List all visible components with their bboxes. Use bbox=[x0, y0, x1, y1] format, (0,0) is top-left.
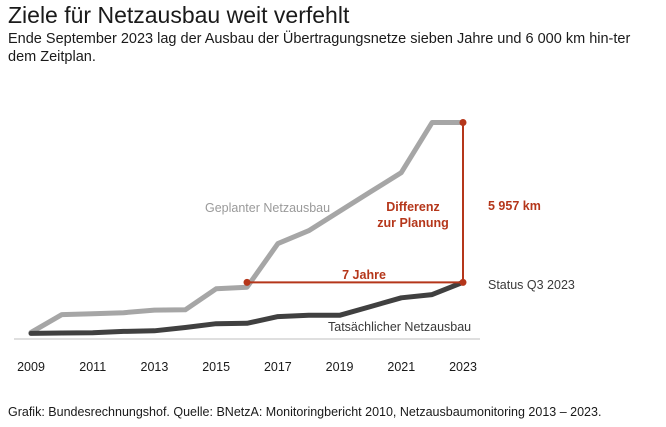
annotation-layer bbox=[243, 119, 467, 286]
series-label-actual: Tatsächlicher Netzausbau bbox=[328, 320, 471, 334]
x-tick-label-2023: 2023 bbox=[449, 360, 477, 374]
x-tick-label-2021: 2021 bbox=[387, 360, 415, 374]
axis-layer: 2009 2011 2013 2015 2017 2019 2021 2023 bbox=[14, 338, 480, 374]
status-point bbox=[459, 278, 467, 286]
series-layer bbox=[28, 120, 466, 336]
x-tick-label-2013: 2013 bbox=[141, 360, 169, 374]
x-tick-label-2011: 2011 bbox=[79, 360, 106, 374]
source-caption: Grafik: Bundesrechnungshof. Quelle: BNet… bbox=[8, 405, 602, 419]
years-gap-label: 7 Jahre bbox=[342, 268, 386, 282]
series-line-actual bbox=[28, 279, 466, 336]
x-tick-label-2015: 2015 bbox=[202, 360, 230, 374]
series-line-planned bbox=[28, 120, 466, 335]
difference-label-line2: zur Planung bbox=[377, 216, 449, 230]
x-tick-label-2019: 2019 bbox=[326, 360, 354, 374]
label-layer: Geplanter Netzausbau Tatsächlicher Netzau… bbox=[205, 199, 575, 334]
difference-value: 5 957 km bbox=[488, 199, 541, 213]
years-gap-start-point bbox=[243, 278, 251, 286]
difference-label-line1: Differenz bbox=[386, 200, 439, 214]
series-label-planned: Geplanter Netzausbau bbox=[205, 201, 330, 215]
page-title: Ziele für Netzausbau weit verfehlt bbox=[8, 2, 350, 28]
x-tick-label-2017: 2017 bbox=[264, 360, 292, 374]
page-subtitle: Ende September 2023 lag der Ausbau der Ü… bbox=[8, 31, 631, 65]
planned-end-point bbox=[459, 119, 467, 127]
status-label: Status Q3 2023 bbox=[488, 278, 575, 292]
x-tick-label-2009: 2009 bbox=[17, 360, 45, 374]
